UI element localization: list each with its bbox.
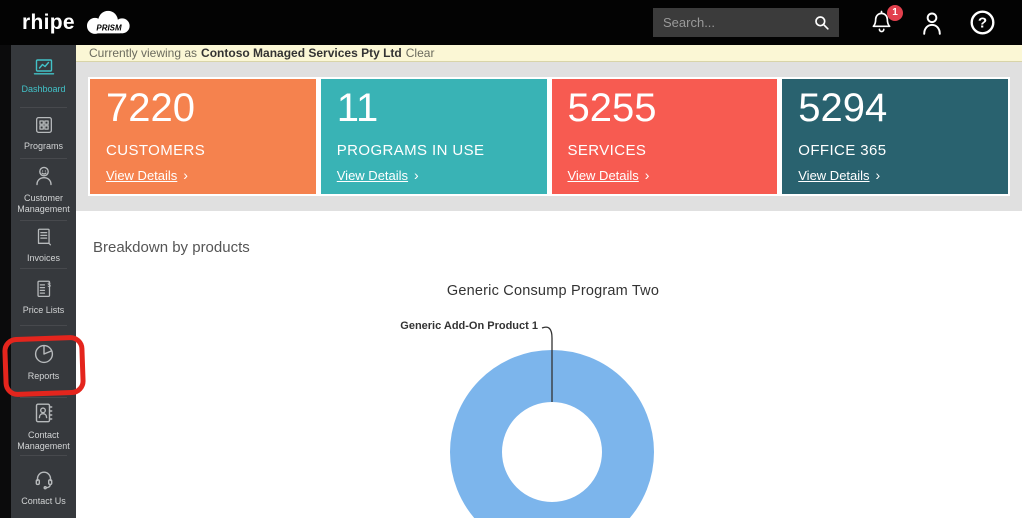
programs-grid-icon	[35, 117, 52, 133]
chevron-right-icon: ›	[644, 167, 650, 183]
breakdown-panel: Breakdown by products Generic Consump Pr…	[76, 211, 1022, 518]
view-details-link[interactable]: View Details	[336, 168, 409, 183]
sidebar-divider	[20, 455, 67, 456]
sidebar-items-column: Dashboard Programs	[11, 45, 76, 518]
customer-person-icon	[35, 166, 52, 186]
sidebar-item-programs[interactable]: Programs	[11, 108, 76, 158]
banner-prefix: Currently viewing as	[89, 46, 198, 60]
headset-icon	[35, 471, 52, 490]
stat-card-office-365: 5294 OFFICE 365 View Details ›	[782, 79, 1008, 194]
sidebar-item-label: Dashboard	[21, 84, 66, 94]
programs-count: 11	[336, 86, 379, 130]
sidebar-divider	[20, 268, 67, 269]
sidebar-item-label: Programs	[23, 141, 63, 151]
services-label: SERVICES	[567, 142, 647, 159]
sidebar-divider	[20, 107, 67, 108]
user-account-icon[interactable]	[919, 9, 945, 37]
sidebar-item-label: Contact Management	[17, 430, 70, 451]
chevron-right-icon: ›	[414, 167, 419, 183]
office365-count: 5294	[798, 86, 888, 130]
global-search	[653, 8, 839, 37]
search-icon[interactable]	[812, 13, 832, 33]
sidebar-item-invoices[interactable]: Invoices	[11, 221, 76, 268]
clear-viewing-link[interactable]: Clear	[405, 46, 435, 60]
sidebar-item-label: Reports	[27, 370, 60, 381]
stat-card-customers: 7220 CUSTOMERS View Details ›	[90, 79, 316, 194]
customers-view-details: View Details ›	[106, 167, 300, 183]
donut-chart	[450, 326, 654, 518]
price-list-icon: $	[36, 280, 51, 297]
prism-cloud-logo-icon: PRISM	[86, 10, 130, 34]
chevron-right-icon: ›	[875, 167, 881, 183]
donut-chart-title: Generic Consump Program Two	[446, 283, 660, 299]
sidebar-item-label: Contact Us	[21, 496, 66, 506]
app-shell: Dashboard Programs	[0, 45, 1022, 518]
sidebar-item-label: Price Lists	[22, 305, 65, 315]
sidebar-item-contact-us[interactable]: Contact Us	[11, 456, 76, 518]
notification-badge: 1	[887, 4, 903, 21]
office365-view-details: View Details ›	[798, 167, 992, 183]
sidebar-divider	[20, 325, 67, 326]
customers-label: CUSTOMERS	[106, 142, 206, 159]
sidebar-item-price-lists[interactable]: $ Price Lists	[11, 269, 76, 325]
customers-count: 7220	[106, 86, 195, 130]
programs-label: PROGRAMS IN USE	[336, 142, 485, 159]
top-header-bar: rhipe PRISM 1 ?	[0, 0, 1022, 45]
sidebar-item-customer-management[interactable]: Customer Management	[11, 159, 76, 220]
view-details-link[interactable]: View Details	[798, 168, 870, 183]
sidebar-divider	[20, 220, 67, 221]
svg-text:PRISM: PRISM	[96, 23, 122, 32]
help-icon[interactable]: ?	[969, 9, 996, 36]
stat-cards-row: 7220 CUSTOMERS View Details › 11 PROGRAMS…	[88, 77, 1010, 196]
search-input[interactable]	[653, 8, 839, 37]
view-details-link[interactable]: View Details	[567, 168, 639, 183]
stat-card-services: 5255 SERVICES View Details ›	[551, 79, 778, 194]
sidebar-divider	[20, 397, 67, 398]
svg-text:$: $	[47, 283, 51, 289]
sidebar-left-rail	[0, 45, 11, 518]
main-content: Currently viewing as Contoso Managed Ser…	[76, 45, 1022, 518]
services-count: 5255	[567, 86, 657, 130]
view-details-link[interactable]: View Details	[106, 168, 178, 183]
svg-text:?: ?	[978, 15, 987, 32]
brand-name: rhipe	[22, 10, 75, 34]
sidebar-item-dashboard[interactable]: Dashboard	[11, 45, 76, 107]
sidebar-item-label: Customer Management	[17, 193, 70, 214]
slice-leader-line	[541, 326, 553, 402]
sidebar-nav: Dashboard Programs	[0, 45, 76, 518]
donut-slice-label: Generic Add-On Product 1	[400, 320, 538, 332]
sidebar-item-contact-management[interactable]: Contact Management	[11, 398, 76, 455]
section-title: Breakdown by products	[93, 239, 250, 256]
notifications-button[interactable]: 1	[869, 4, 903, 37]
services-view-details: View Details ›	[568, 167, 762, 183]
reports-pie-icon	[34, 344, 53, 363]
dashboard-icon	[33, 59, 54, 75]
bell-icon	[872, 10, 891, 32]
banner-company-name: Contoso Managed Services Pty Ltd	[201, 46, 402, 60]
contact-book-icon	[35, 403, 52, 423]
sidebar-item-label: Invoices	[26, 252, 61, 263]
sidebar-item-reports[interactable]: Reports	[11, 326, 76, 397]
sidebar-divider	[20, 158, 67, 159]
chevron-right-icon: ›	[183, 167, 188, 183]
viewing-as-banner: Currently viewing as Contoso Managed Ser…	[76, 45, 1022, 62]
office365-label: OFFICE 365	[798, 142, 887, 159]
invoice-document-icon	[37, 228, 51, 245]
stat-card-programs-in-use: 11 PROGRAMS IN USE View Details ›	[320, 79, 547, 194]
brand-logo: rhipe PRISM	[0, 7, 138, 39]
programs-view-details: View Details ›	[337, 167, 531, 183]
